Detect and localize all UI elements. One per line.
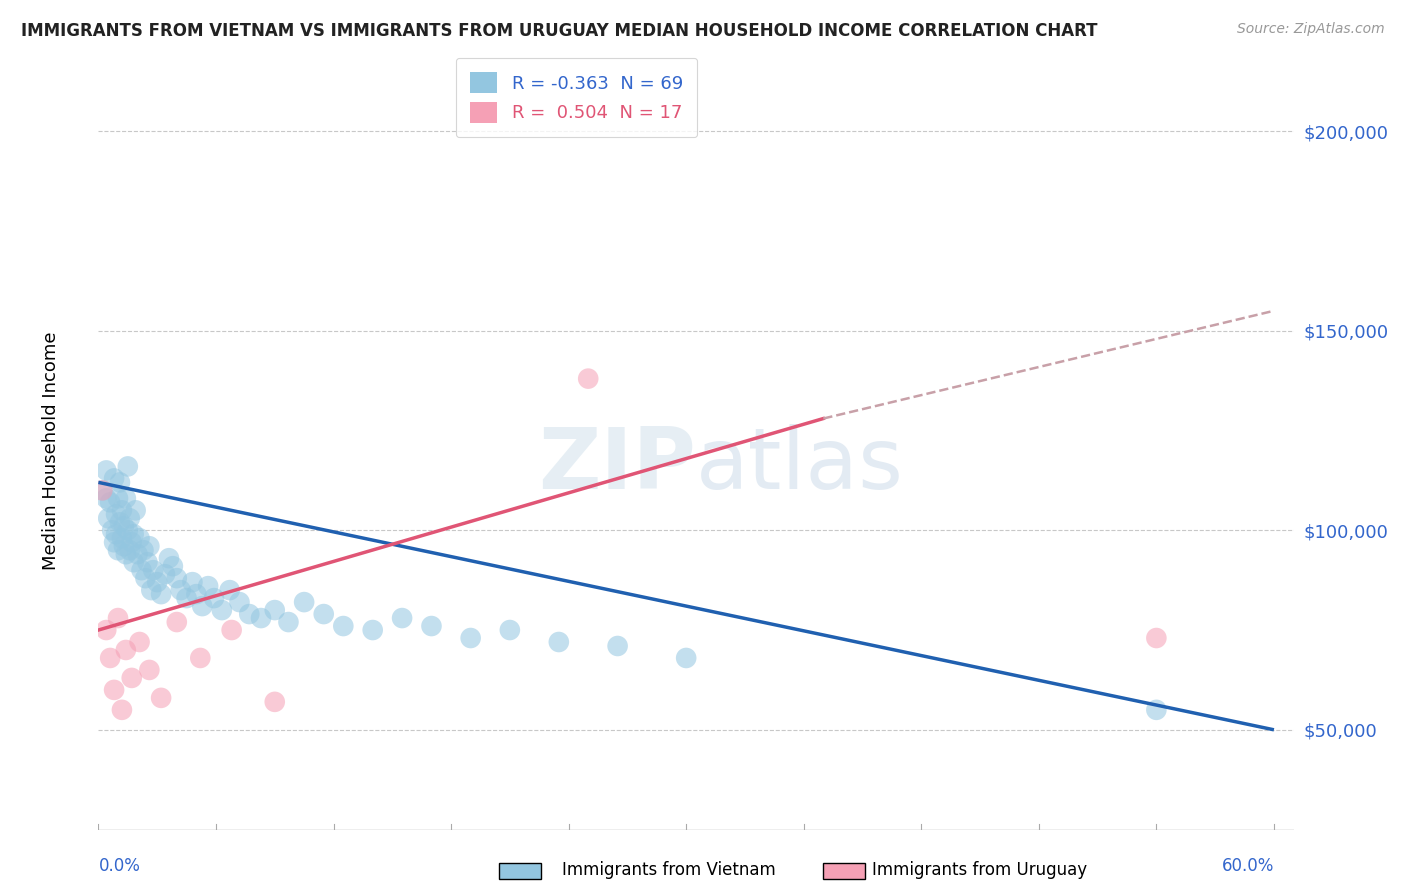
Point [142,563,165,577]
Point [98,651,121,665]
Point [122,527,145,541]
Point [361,623,384,637]
Point [150,587,173,601]
Point [181,575,204,590]
Legend: R = -0.363  N = 69, R =  0.504  N = 17: R = -0.363 N = 69, R = 0.504 N = 17 [456,58,697,137]
Point [121,535,143,549]
Point [103,471,125,485]
Point [107,543,129,558]
Point [228,595,250,609]
Point [211,603,233,617]
Point [166,571,188,585]
Point [105,508,128,522]
Point [107,491,129,506]
Point [117,523,139,537]
Point [391,611,413,625]
Point [176,591,198,606]
Point [98,495,121,509]
Text: ZIP: ZIP [538,424,696,508]
Point [103,535,125,549]
Point [115,547,138,561]
Point [292,595,315,609]
Point [186,587,208,601]
Point [115,491,138,506]
Text: 0.0%: 0.0% [98,857,141,875]
Point [499,623,522,637]
Point [250,611,273,625]
Point [107,611,129,625]
Text: Median Household Income: Median Household Income [42,331,59,570]
Point [191,599,214,613]
Point [117,459,139,474]
Point [138,539,160,553]
Point [115,643,138,657]
Point [124,503,146,517]
Point [96,463,118,477]
Point [108,516,131,530]
Point [112,539,135,553]
Point [332,619,354,633]
Point [134,571,156,585]
Point [118,543,141,558]
Point [138,663,160,677]
Point [576,371,599,385]
Point [112,519,135,533]
Point [150,690,173,705]
Point [606,639,628,653]
Point [218,583,240,598]
Point [547,635,569,649]
Point [111,503,134,517]
Point [128,531,150,545]
Point [108,475,131,490]
Text: Source: ZipAtlas.com: Source: ZipAtlas.com [1237,22,1385,37]
Point [118,511,141,525]
Point [91,483,114,498]
Point [162,559,184,574]
Point [96,623,118,637]
Point [97,511,120,525]
Point [188,651,211,665]
Point [238,607,260,621]
Point [263,695,285,709]
Point [312,607,335,621]
Point [1144,703,1167,717]
Point [91,483,114,498]
Point [170,583,193,598]
Point [122,555,145,569]
Point [111,703,134,717]
Point [111,531,134,545]
Point [277,615,299,629]
Point [1144,631,1167,645]
Point [141,583,163,598]
Point [263,603,285,617]
Point [221,623,243,637]
Text: 60.0%: 60.0% [1222,857,1274,875]
Point [131,563,153,577]
Point [153,567,176,582]
Point [103,682,125,697]
Text: Immigrants from Uruguay: Immigrants from Uruguay [872,861,1087,879]
Point [127,547,149,561]
Text: Immigrants from Vietnam: Immigrants from Vietnam [562,861,776,879]
Point [202,591,225,606]
Point [197,579,219,593]
Point [96,491,118,506]
Point [132,543,155,558]
Point [157,551,180,566]
Point [121,671,143,685]
Text: atlas: atlas [696,424,904,508]
Point [420,619,443,633]
Point [128,635,150,649]
Point [146,575,169,590]
Point [105,527,128,541]
Point [675,651,697,665]
Point [136,555,159,569]
Point [101,523,124,537]
Point [166,615,188,629]
Text: IMMIGRANTS FROM VIETNAM VS IMMIGRANTS FROM URUGUAY MEDIAN HOUSEHOLD INCOME CORRE: IMMIGRANTS FROM VIETNAM VS IMMIGRANTS FR… [21,22,1098,40]
Point [460,631,482,645]
